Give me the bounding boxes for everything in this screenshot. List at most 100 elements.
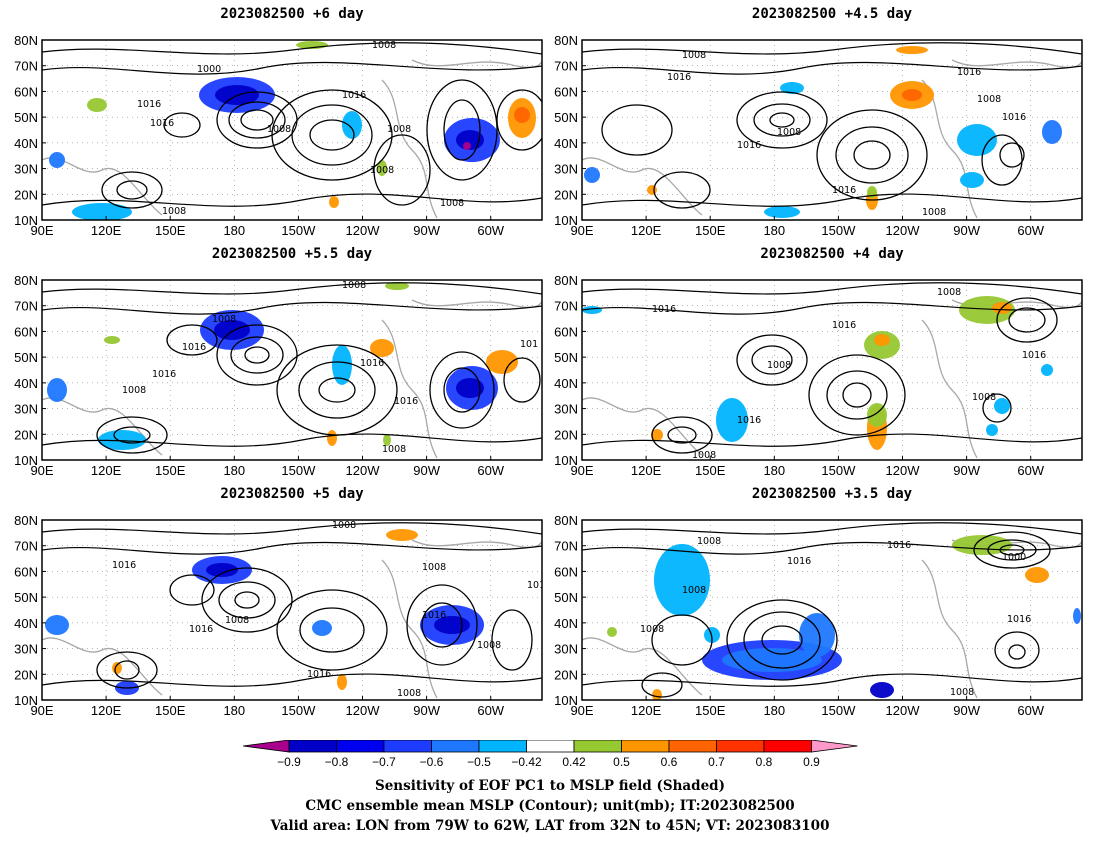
sensitivity-shading — [584, 167, 600, 183]
colorbar-segment — [763, 740, 812, 753]
lon-label: 150W — [281, 223, 316, 238]
lat-label: 30N — [14, 642, 38, 657]
mslp-contour — [216, 324, 298, 386]
mslp-contour — [667, 426, 697, 444]
lon-label: 90E — [30, 463, 53, 478]
colorbar-tick-label: 0.8 — [756, 755, 773, 769]
colorbar-segment — [478, 740, 527, 753]
lon-label: 150W — [821, 223, 856, 238]
mslp-contour — [736, 91, 828, 149]
sensitivity-shading — [206, 563, 238, 577]
sensitivity-shading — [463, 142, 471, 150]
lat-label: 10N — [14, 213, 38, 228]
lon-label: 120W — [886, 463, 921, 478]
lon-label: 90W — [953, 463, 980, 478]
mslp-contour — [276, 344, 398, 436]
mslp-contour — [169, 574, 215, 606]
panel-title-5day: 2023082500 +5 day — [220, 486, 364, 502]
mslp-contour — [816, 109, 928, 201]
contour-label: 1016 — [137, 99, 161, 110]
mslp-contour — [999, 142, 1025, 168]
lat-label: 70N — [14, 299, 38, 314]
mslp-contour — [373, 134, 431, 206]
lon-label: 120E — [631, 463, 662, 478]
lat-label: 20N — [14, 187, 38, 202]
mslp-contour — [113, 426, 151, 444]
colorbar-segment — [336, 740, 385, 753]
mslp-contour — [994, 631, 1040, 669]
mslp-contour — [276, 589, 388, 671]
colorbar-segment — [716, 740, 765, 753]
colorbar-tick-label: 0.5 — [613, 755, 630, 769]
mslp-contour — [42, 433, 542, 447]
colorbar-tick-label: −0.7 — [372, 755, 396, 769]
lat-label: 60N — [554, 84, 578, 99]
mslp-contour — [496, 89, 542, 151]
caption-line-1: Sensitivity of EOF PC1 to MSLP field (Sh… — [374, 778, 726, 794]
sensitivity-shading — [332, 345, 352, 385]
lon-label: 90E — [570, 463, 593, 478]
colorbar-tick-label: −0.5 — [467, 755, 491, 769]
sensitivity-shading — [486, 350, 518, 374]
coastline — [582, 50, 1082, 219]
mslp-contour — [582, 193, 1082, 207]
lat-label: 20N — [14, 667, 38, 682]
contour-label: 1016 — [667, 72, 691, 83]
mslp-contour — [987, 539, 1037, 561]
sensitivity-shading — [456, 378, 484, 398]
contour-label: 1008 — [682, 50, 706, 61]
map-frame — [581, 519, 1083, 701]
lat-label: 30N — [554, 162, 578, 177]
colorbar-min-triangle — [243, 740, 290, 753]
lat-label: 10N — [554, 453, 578, 468]
contour-label: 1016 — [737, 415, 761, 426]
lon-label: 150W — [821, 463, 856, 478]
colorbar-segment — [526, 740, 575, 753]
colorbar-tick-label: −0.8 — [325, 755, 349, 769]
colorbar-tick-label: −0.6 — [420, 755, 444, 769]
contour-label: 1008 — [922, 207, 946, 218]
sensitivity-shading — [329, 196, 339, 208]
mslp-contour — [996, 297, 1058, 343]
contour-label: 1016 — [394, 396, 418, 407]
lat-label: 10N — [14, 693, 38, 708]
contour-label: 1016 — [1022, 350, 1046, 361]
mslp-contour — [582, 673, 1082, 687]
mslp-contour — [240, 109, 274, 131]
lat-label: 50N — [14, 590, 38, 605]
mslp-contour — [808, 354, 906, 436]
lon-label: 150E — [695, 463, 726, 478]
lon-label: 150E — [155, 703, 186, 718]
map-area: 1008 1000 1016 1016 1008 1016 1008 1008 1008 1008 — [42, 40, 542, 220]
colorbar-segment — [573, 740, 622, 753]
lon-label: 60W — [477, 463, 504, 478]
map-panel-p6: 1008100010161016100810161008100810081008… — [14, 33, 543, 238]
lat-label: 80N — [554, 33, 578, 48]
map-panel-p35: 1008 1016 1016 1008 1008 1000 1016 1008 10N 20N 30… — [554, 513, 1083, 718]
contour-label: 1008 — [937, 287, 961, 298]
sensitivity-shading — [651, 429, 663, 441]
sensitivity-shading — [654, 544, 710, 616]
contour-label: 1008 — [767, 360, 791, 371]
lat-label: 40N — [14, 616, 38, 631]
contour-label: 1008 — [682, 585, 706, 596]
sensitivity-shading — [112, 662, 122, 674]
panel-title-4day: 2023082500 +4 day — [760, 246, 904, 262]
sensitivity-shading — [607, 627, 617, 637]
mslp-contour — [641, 672, 683, 698]
colorbar-max-triangle — [811, 740, 858, 753]
contour-label: 1016 — [652, 304, 676, 315]
lon-label: 150W — [281, 703, 316, 718]
sensitivity-shading — [383, 434, 391, 446]
mslp-contour — [443, 367, 481, 413]
mslp-contour — [291, 104, 373, 166]
lon-label: 150W — [281, 463, 316, 478]
lat-label: 20N — [554, 667, 578, 682]
mslp-contour — [761, 625, 803, 655]
sensitivity-shading — [870, 682, 894, 698]
lon-label: 60W — [1017, 463, 1044, 478]
mslp-contour — [443, 99, 481, 161]
sensitivity-shading — [896, 46, 928, 54]
sensitivity-shading — [957, 124, 997, 156]
mslp-contour — [42, 61, 542, 75]
